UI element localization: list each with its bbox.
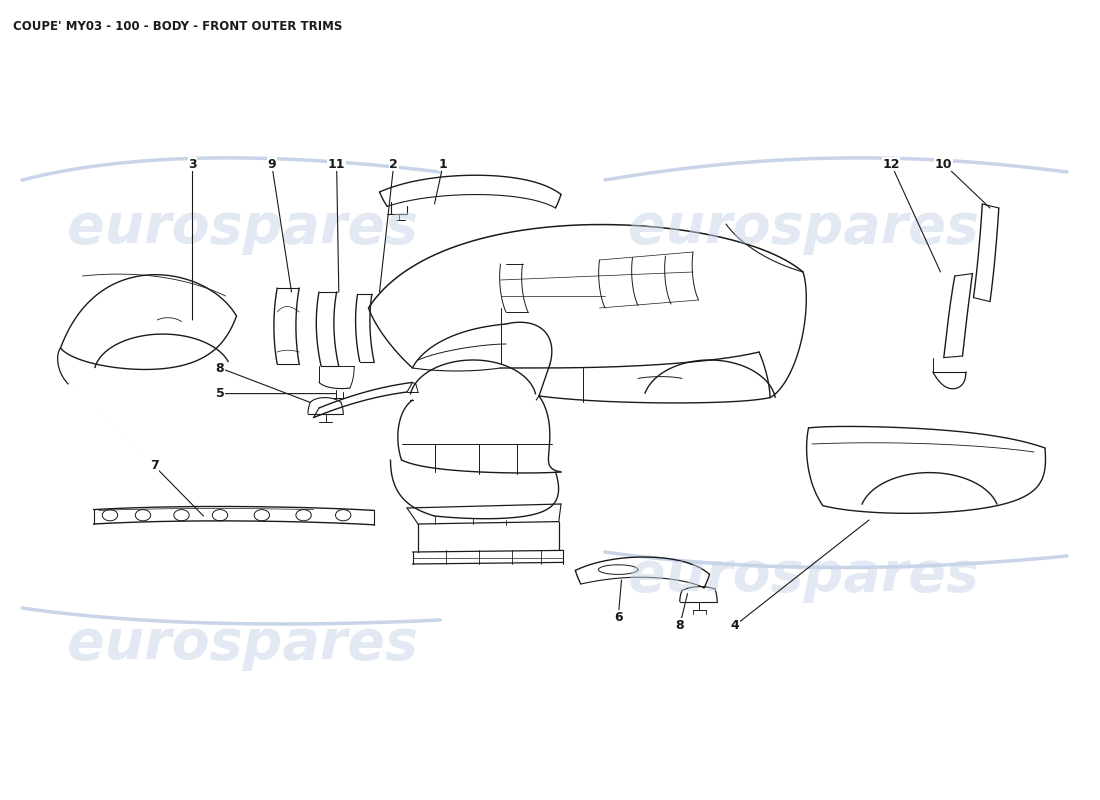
Text: 7: 7 xyxy=(150,459,158,472)
Text: 10: 10 xyxy=(935,158,953,170)
Text: 5: 5 xyxy=(216,387,224,400)
Text: COUPE' MY03 - 100 - BODY - FRONT OUTER TRIMS: COUPE' MY03 - 100 - BODY - FRONT OUTER T… xyxy=(13,20,342,33)
Text: eurospares: eurospares xyxy=(67,201,417,255)
Text: eurospares: eurospares xyxy=(628,549,978,603)
Text: 8: 8 xyxy=(216,362,224,374)
Text: 9: 9 xyxy=(267,158,276,170)
Text: 11: 11 xyxy=(328,158,345,170)
Text: 6: 6 xyxy=(614,611,623,624)
Text: 3: 3 xyxy=(188,158,197,170)
Text: 4: 4 xyxy=(730,619,739,632)
Text: eurospares: eurospares xyxy=(67,617,417,671)
Text: 8: 8 xyxy=(675,619,684,632)
Text: 12: 12 xyxy=(882,158,900,170)
Text: eurospares: eurospares xyxy=(628,201,978,255)
Text: 2: 2 xyxy=(389,158,398,170)
Text: 1: 1 xyxy=(439,158,448,170)
